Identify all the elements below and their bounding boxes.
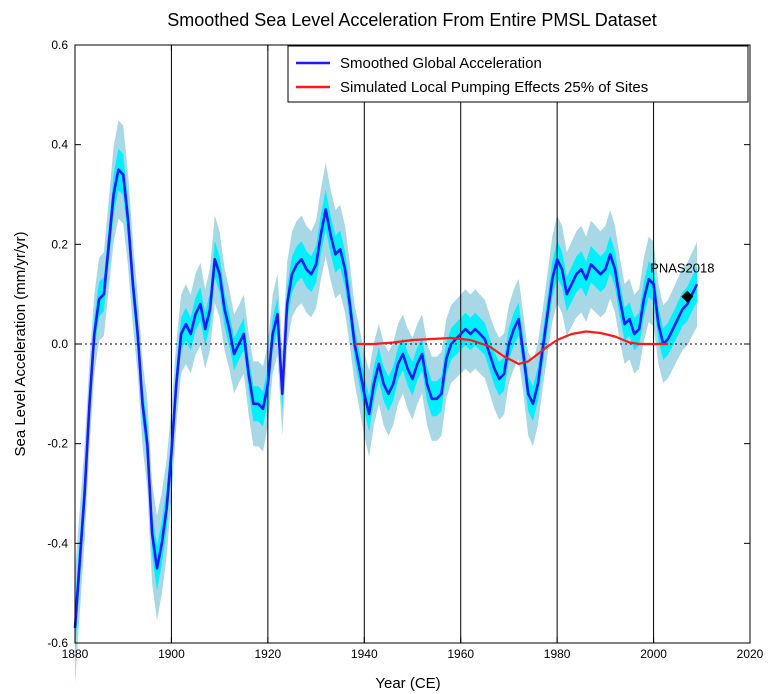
y-axis-title: Sea Level Acceleration (mm/yr/yr): [12, 231, 29, 456]
series-line-local-pumping: [354, 330, 668, 365]
legend-label-1: Simulated Local Pumping Effects 25% of S…: [340, 79, 648, 96]
x-tick-label-1880: 1880: [62, 647, 89, 661]
legend-box: [287, 45, 749, 103]
y-tick-label--0.6: -0.6: [47, 636, 68, 650]
y-tick-label--0.2: -0.2: [47, 437, 68, 451]
series-line-global-acceleration: [73, 168, 699, 629]
y-tick-label-0.0: 0.0: [51, 337, 68, 351]
x-tick-label-1960: 1960: [447, 647, 474, 661]
x-tick-label-2000: 2000: [640, 647, 667, 661]
x-tick-label-1920: 1920: [255, 647, 282, 661]
y-tick-label-0.6: 0.6: [51, 38, 68, 52]
plot-area: PNAS2018: [73, 44, 751, 684]
x-tick-label-1940: 1940: [351, 647, 378, 661]
chart-title: Smoothed Sea Level Acceleration From Ent…: [167, 10, 657, 30]
annotation-label: PNAS2018: [650, 261, 714, 276]
x-axis-title: Year (CE): [375, 675, 440, 692]
x-tick-label-1980: 1980: [544, 647, 571, 661]
y-tick-label-0.4: 0.4: [51, 138, 68, 152]
y-tick-label-0.2: 0.2: [51, 237, 68, 251]
x-tick-label-1900: 1900: [158, 647, 185, 661]
y-tick-label--0.4: -0.4: [47, 536, 68, 550]
legend-label-0: Smoothed Global Acceleration: [340, 55, 542, 72]
annotation-marker-diamond: [681, 290, 694, 303]
x-tick-label-2020: 2020: [737, 647, 764, 661]
legend: Smoothed Global Acceleration Simulated Lo…: [287, 45, 749, 103]
uncertainty-band-inner: [75, 148, 697, 653]
